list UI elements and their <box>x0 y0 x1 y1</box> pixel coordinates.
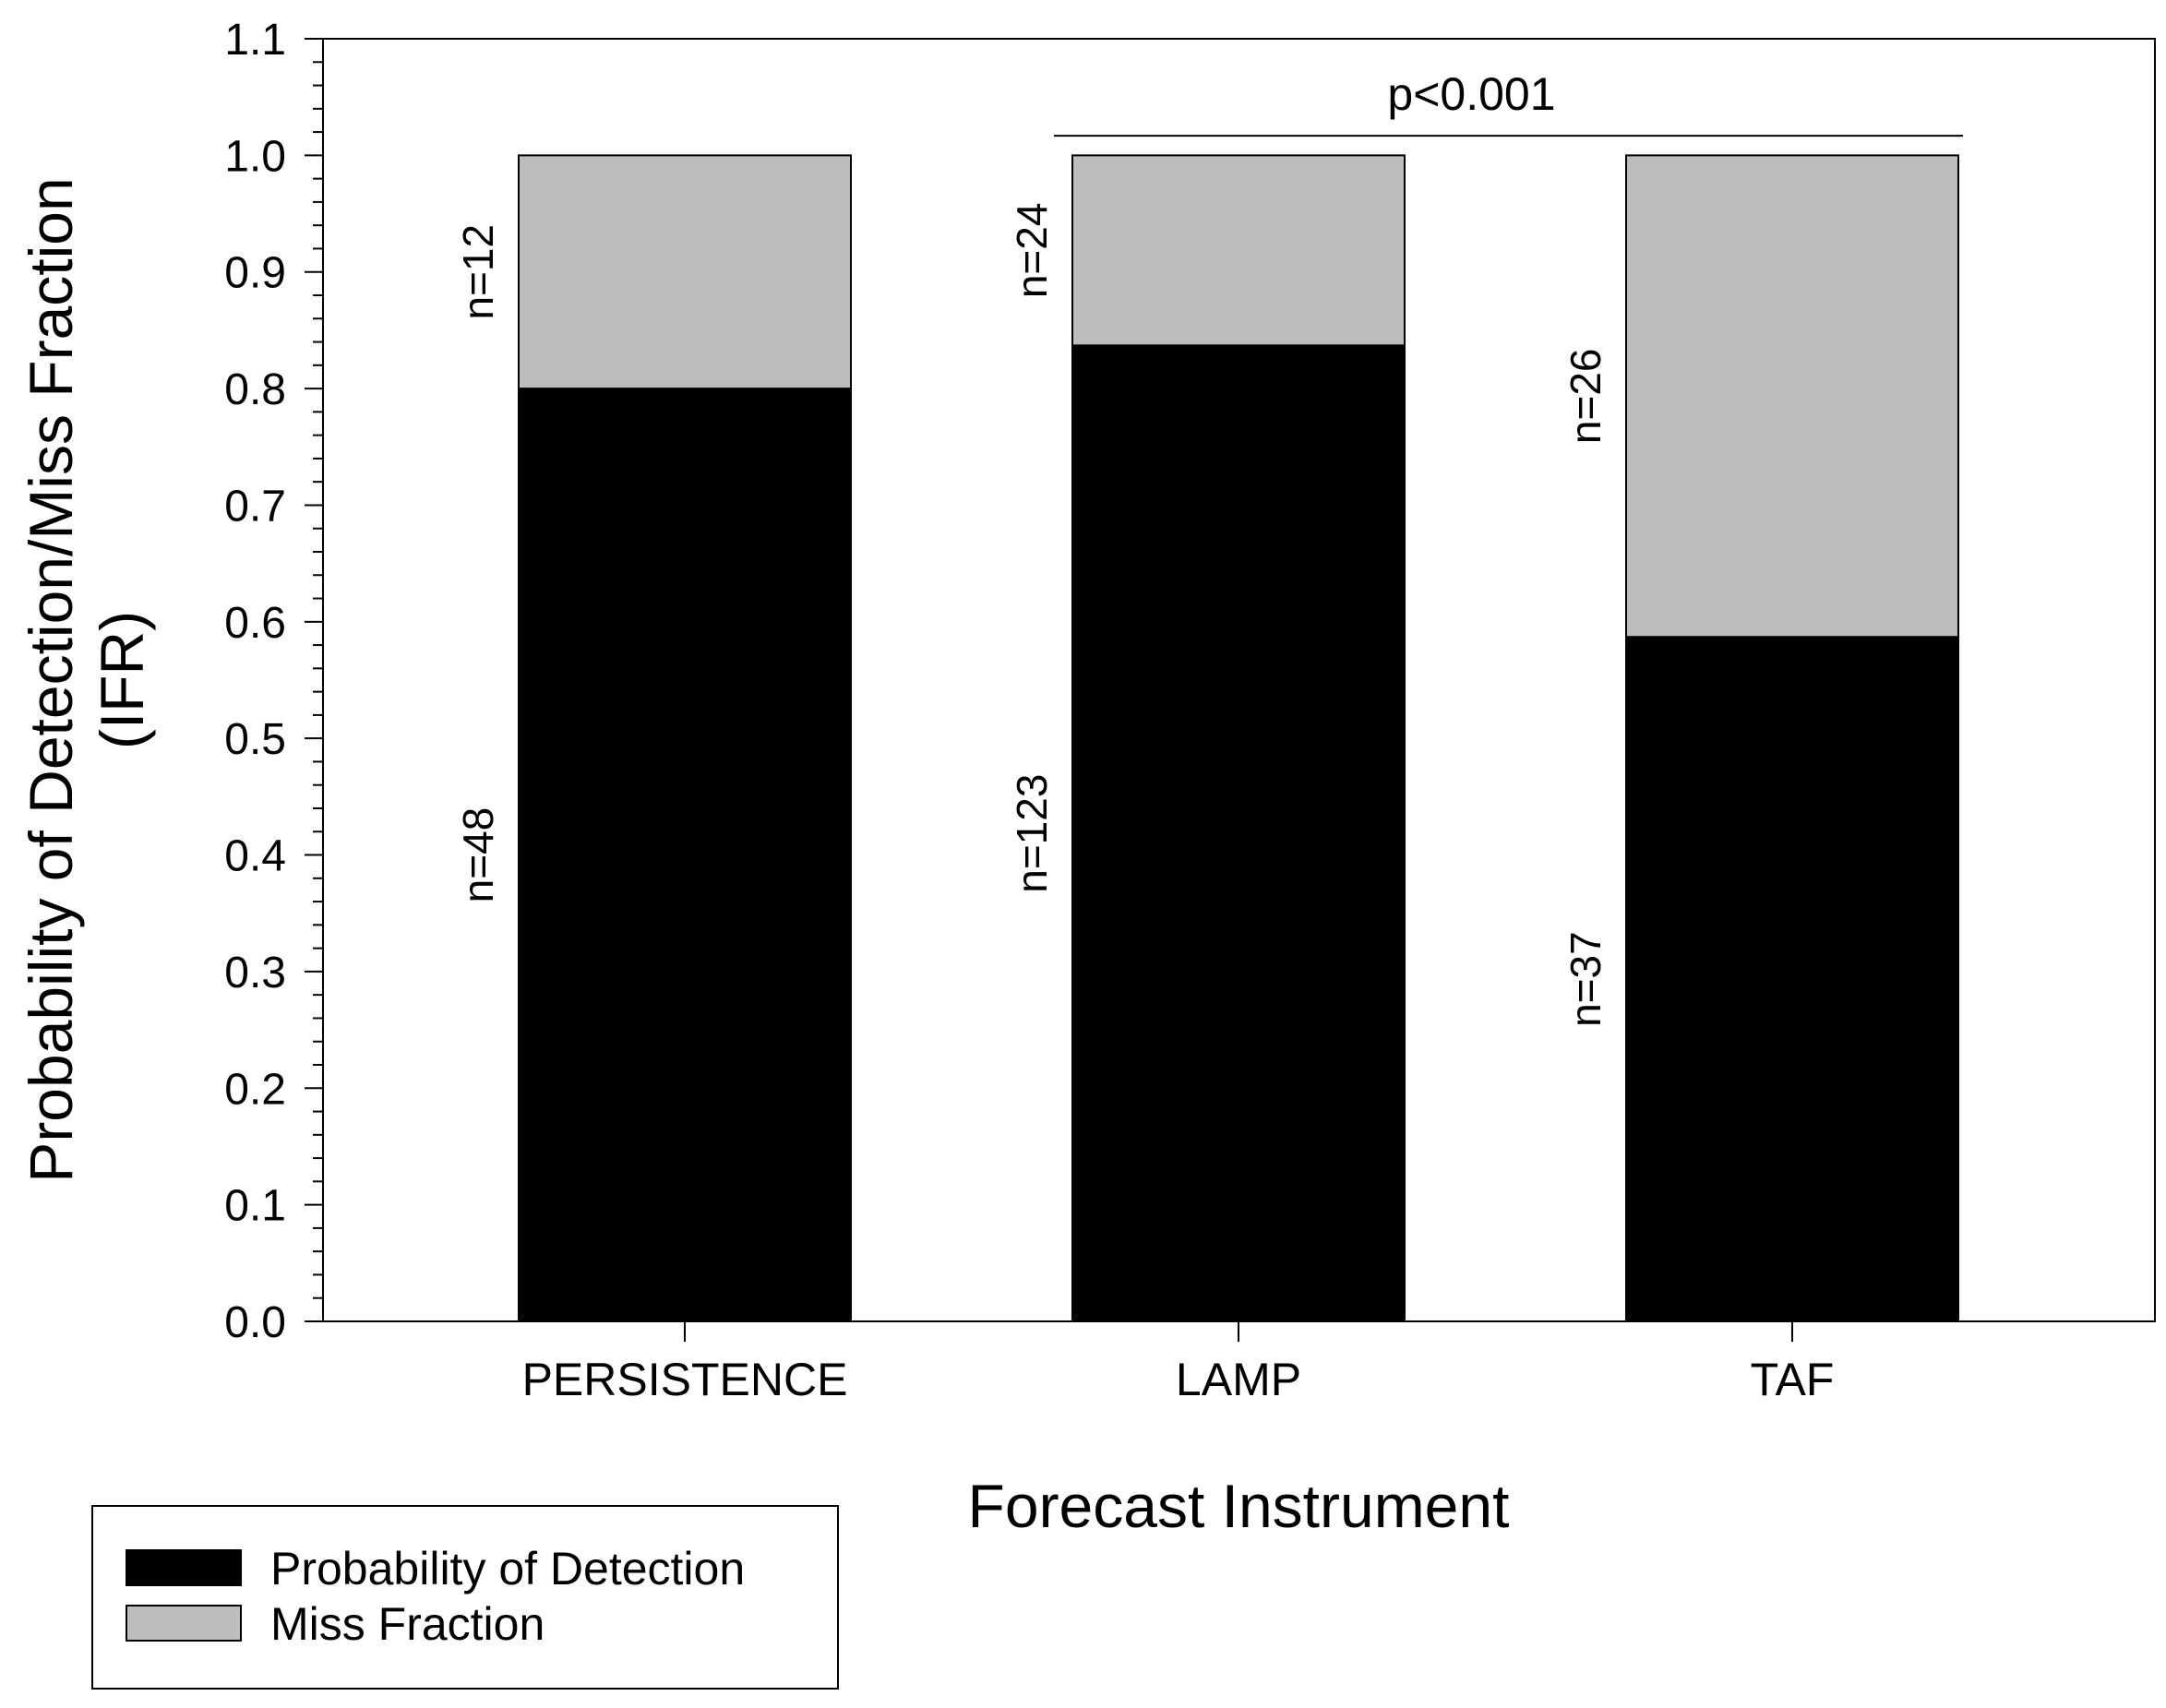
y-tick-label: 0.4 <box>224 832 286 881</box>
y-axis: 0.0 0.1 0.2 0.3 0.4 0.5 0.6 0.7 0.8 0.9 1.0 1.1 <box>224 16 323 1347</box>
n-label-lamp-miss: n=24 <box>1008 203 1056 299</box>
legend-box <box>91 1505 839 1690</box>
legend-swatch-detection <box>126 1549 242 1586</box>
bar-persistence-detection <box>518 388 852 1323</box>
legend-label-detection: Probability of Detection <box>270 1543 745 1595</box>
x-tick-label-persistence: PERSISTENCE <box>522 1354 848 1405</box>
n-label-lamp-detection: n=123 <box>1008 774 1056 893</box>
bar-lamp-detection <box>1071 344 1406 1323</box>
x-tick-label-lamp: LAMP <box>1176 1354 1301 1405</box>
y-tick-label: 0.9 <box>224 249 286 298</box>
legend: Probability of Detection Miss Fraction <box>91 1505 839 1690</box>
bar-lamp-miss <box>1071 154 1406 347</box>
y-tick-label: 0.6 <box>224 599 286 648</box>
y-axis-title-unit: (IFR) <box>88 611 156 749</box>
y-tick-label: 0.1 <box>224 1182 286 1231</box>
bar-taf-miss <box>1625 154 1959 639</box>
x-axis-title: Forecast Instrument <box>968 1472 1510 1540</box>
n-labels-group: n=48 n=12 n=123 n=24 n=37 n=26 <box>454 203 1610 1027</box>
y-axis-title: Probability of Detection/Miss Fraction <box>17 177 85 1182</box>
y-tick-label: 1.0 <box>224 132 286 181</box>
y-tick-label: 0.3 <box>224 949 286 997</box>
y-tick-label: 0.5 <box>224 715 286 764</box>
x-axis: PERSISTENCE LAMP TAF <box>522 1321 1835 1405</box>
bar-taf-detection <box>1625 636 1959 1322</box>
bar-persistence-miss <box>518 154 852 390</box>
y-tick-label: 0.7 <box>224 482 286 531</box>
n-label-persistence-miss: n=12 <box>454 224 502 320</box>
bars-group <box>518 154 1959 1323</box>
y-tick-label: 0.8 <box>224 365 286 414</box>
legend-swatch-miss <box>126 1605 242 1642</box>
legend-label-miss: Miss Fraction <box>270 1598 544 1650</box>
n-label-taf-miss: n=26 <box>1562 348 1610 444</box>
n-label-taf-detection: n=37 <box>1562 931 1610 1027</box>
x-tick-label-taf: TAF <box>1751 1354 1835 1405</box>
y-tick-label: 0.0 <box>224 1298 286 1347</box>
y-tick-label: 0.2 <box>224 1065 286 1114</box>
significance-label: p<0.001 <box>1387 68 1555 120</box>
n-label-persistence-detection: n=48 <box>454 807 502 903</box>
y-tick-label: 1.1 <box>224 16 286 65</box>
